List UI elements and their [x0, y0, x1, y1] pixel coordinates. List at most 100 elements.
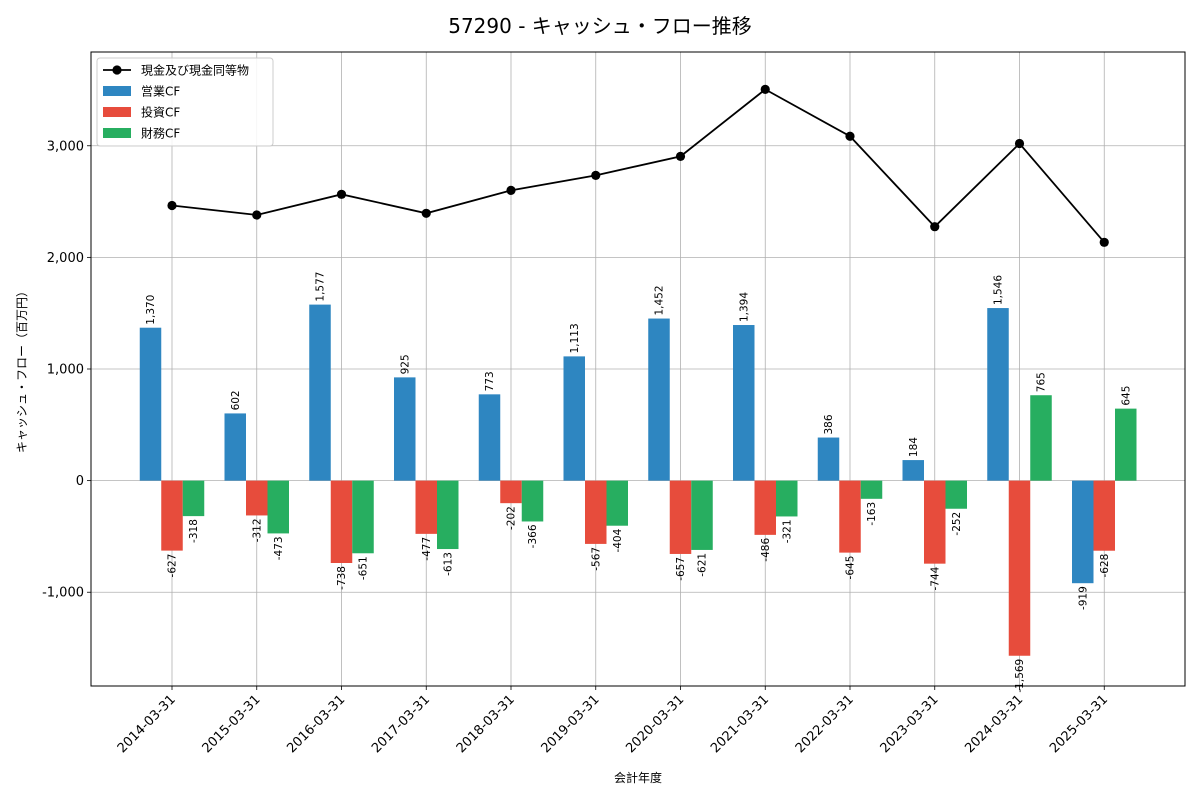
data-label-財務CF-2015-03-31: -473: [273, 536, 285, 560]
bar-投資CF-2022-03-31: [839, 480, 861, 553]
data-label-財務CF-2022-03-31: -163: [866, 502, 878, 526]
cash-line: [167, 84, 1109, 247]
bar-財務CF-2017-03-31: [437, 480, 459, 550]
x-axis-title: 会計年度: [614, 770, 662, 785]
bar-投資CF-2019-03-31: [585, 480, 607, 544]
data-label-営業CF-2021-03-31: 1,394: [738, 292, 750, 322]
cash-point-2019-03-31: [591, 170, 601, 180]
cash-point-2018-03-31: [506, 185, 516, 196]
data-label-投資CF-2024-03-31: -1,569: [1014, 659, 1026, 693]
data-label-営業CF-2020-03-31: 1,452: [654, 285, 666, 315]
data-label-営業CF-2017-03-31: 925: [399, 354, 411, 374]
data-label-営業CF-2023-03-31: 184: [908, 437, 920, 457]
chart-title: 57290 - キャッシュ・フロー推移: [448, 14, 752, 38]
cash-point-2021-03-31: [760, 84, 770, 94]
legend-label: 現金及び現金同等物: [141, 63, 249, 78]
bar-営業CF-2021-03-31: [733, 325, 755, 481]
y-tick-label: 0: [76, 474, 84, 489]
cash-line-path: [171, 88, 1105, 243]
bar-財務CF-2021-03-31: [776, 480, 798, 517]
data-label-営業CF-2025-03-31: -919: [1077, 586, 1089, 610]
data-label-財務CF-2016-03-31: -651: [358, 556, 370, 580]
bar-財務CF-2014-03-31: [182, 480, 205, 517]
data-label-営業CF-2018-03-31: 773: [484, 371, 496, 391]
data-label-財務CF-2018-03-31: -366: [527, 524, 539, 548]
bar-営業CF-2022-03-31: [817, 437, 840, 481]
bar-投資CF-2014-03-31: [161, 480, 183, 551]
x-axis: 2014-03-31 2015-03-31 2016-03-31 2017-03-31…: [115, 686, 1111, 756]
bar-財務CF-2025-03-31: [1115, 408, 1137, 481]
cash-point-2020-03-31: [675, 151, 686, 161]
data-label-財務CF-2014-03-31: -318: [188, 519, 200, 543]
x-tick-label: 2025-03-31: [1047, 692, 1111, 756]
data-label-投資CF-2017-03-31: -477: [421, 537, 433, 561]
legend-box: [96, 57, 274, 147]
bar-営業CF-2015-03-31: [224, 413, 246, 481]
y-axis-title: キャッシュ・フロー（百万円）: [15, 285, 29, 453]
data-label-財務CF-2023-03-31: -252: [951, 512, 963, 536]
legend-swatch: [103, 107, 131, 117]
data-label-財務CF-2020-03-31: -621: [697, 553, 709, 577]
bar-財務CF-2022-03-31: [860, 480, 883, 499]
data-label-投資CF-2018-03-31: -202: [506, 506, 518, 530]
data-label-投資CF-2016-03-31: -738: [336, 566, 348, 590]
data-label-投資CF-2019-03-31: -567: [590, 547, 602, 571]
bars: [139, 304, 1137, 656]
bar-財務CF-2016-03-31: [352, 480, 374, 554]
cash-point-2015-03-31: [252, 210, 262, 220]
data-label-営業CF-2015-03-31: 602: [230, 390, 242, 410]
legend-label: 財務CF: [141, 126, 180, 141]
cash-point-2016-03-31: [336, 189, 347, 199]
bar-営業CF-2020-03-31: [648, 318, 670, 481]
x-tick-label: 2020-03-31: [623, 692, 687, 756]
x-tick-label: 2014-03-31: [115, 692, 179, 756]
bar-投資CF-2018-03-31: [500, 480, 522, 504]
cash-point-2022-03-31: [845, 131, 855, 141]
legend-dot-marker: [112, 65, 122, 75]
data-label-投資CF-2020-03-31: -657: [675, 557, 687, 581]
bar-財務CF-2024-03-31: [1030, 395, 1052, 481]
legend-swatch: [103, 86, 131, 96]
data-label-財務CF-2019-03-31: -404: [612, 528, 624, 552]
data-label-営業CF-2024-03-31: 1,546: [993, 275, 1005, 305]
bar-投資CF-2021-03-31: [754, 480, 776, 535]
data-label-財務CF-2024-03-31: 765: [1036, 372, 1048, 392]
bar-財務CF-2020-03-31: [691, 480, 713, 550]
cash-point-2023-03-31: [930, 222, 940, 232]
data-label-営業CF-2016-03-31: 1,577: [315, 272, 327, 302]
legend-swatch: [103, 128, 131, 138]
bar-投資CF-2016-03-31: [330, 480, 353, 563]
y-tick-label: 2,000: [47, 251, 84, 266]
data-label-投資CF-2022-03-31: -645: [845, 556, 857, 580]
bar-営業CF-2024-03-31: [987, 308, 1009, 481]
data-label-財務CF-2021-03-31: -321: [781, 519, 793, 543]
bar-営業CF-2019-03-31: [563, 356, 585, 481]
legend-label: 営業CF: [141, 85, 180, 99]
y-tick-label: 1,000: [47, 363, 84, 378]
data-labels: 1,370 602 1,577 925 773 1,113 1,452 1,394 386 184…: [145, 272, 1132, 693]
x-tick-label: 2024-03-31: [962, 692, 1026, 756]
y-axis: -1,000 0 1,000 2,000 3,000: [42, 139, 91, 601]
data-label-営業CF-2022-03-31: 386: [823, 414, 835, 434]
bar-営業CF-2025-03-31: [1072, 480, 1094, 584]
data-label-営業CF-2014-03-31: 1,370: [145, 295, 157, 325]
x-tick-label: 2021-03-31: [708, 692, 772, 756]
x-tick-label: 2022-03-31: [793, 692, 857, 756]
cash-point-2017-03-31: [421, 208, 431, 218]
bar-投資CF-2023-03-31: [924, 480, 946, 564]
bar-営業CF-2014-03-31: [139, 327, 162, 481]
bar-営業CF-2017-03-31: [394, 377, 416, 481]
y-tick-label: -1,000: [42, 586, 84, 601]
data-label-投資CF-2023-03-31: -744: [929, 566, 941, 590]
x-tick-label: 2019-03-31: [539, 692, 603, 756]
bar-投資CF-2020-03-31: [669, 480, 692, 554]
cash-point-2024-03-31: [1014, 138, 1025, 149]
x-tick-label: 2015-03-31: [200, 692, 264, 756]
data-label-投資CF-2014-03-31: -627: [167, 554, 179, 578]
data-label-投資CF-2025-03-31: -628: [1099, 554, 1111, 578]
data-label-投資CF-2021-03-31: -486: [760, 538, 772, 562]
x-tick-label: 2018-03-31: [454, 692, 518, 756]
bar-投資CF-2015-03-31: [246, 480, 268, 516]
